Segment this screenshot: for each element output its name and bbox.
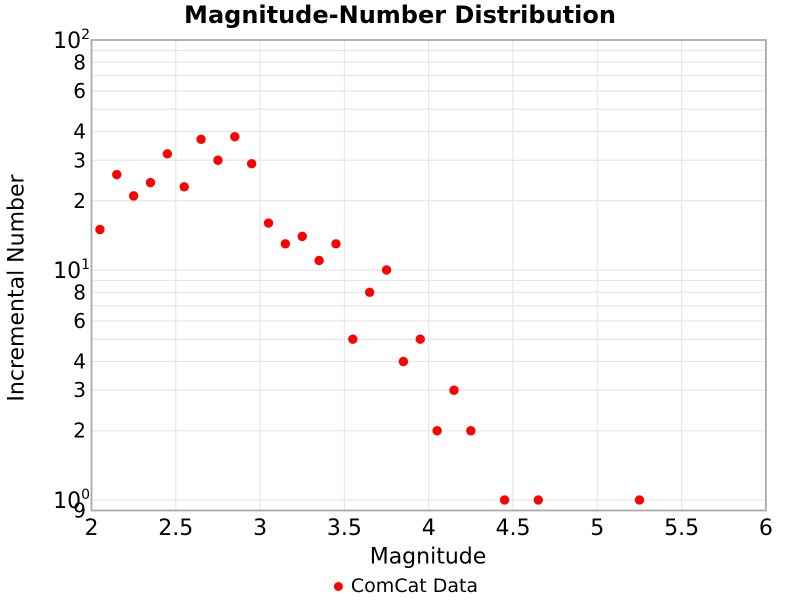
y-tick-label-major: 102 — [53, 27, 90, 54]
y-tick-label-minor: 2 — [73, 189, 86, 213]
data-point — [415, 334, 425, 344]
data-point — [331, 239, 341, 249]
x-tick-label: 4 — [422, 516, 436, 541]
y-tick-label-minor: 4 — [73, 350, 86, 374]
x-tick-label: 4.5 — [496, 516, 531, 541]
data-point — [533, 495, 543, 505]
data-point — [280, 239, 291, 249]
legend-item-label: ComCat Data — [350, 575, 479, 597]
data-point — [398, 356, 409, 367]
y-tick-label-major: 101 — [53, 257, 90, 284]
data-point — [348, 334, 358, 344]
chart-title: Magnitude-Number Distribution — [184, 1, 616, 29]
plot-frame — [90, 39, 767, 512]
x-tick-label: 6 — [759, 516, 773, 541]
data-point — [263, 218, 274, 228]
x-tick-label: 2 — [85, 516, 99, 541]
y-tick-label-minor: 2 — [73, 419, 86, 443]
x-tick-label: 2.5 — [158, 516, 193, 541]
legend-marker-icon — [333, 581, 343, 591]
data-point — [112, 169, 122, 180]
data-point — [381, 265, 392, 275]
data-point — [364, 287, 375, 297]
y-tick-label-minor: 4 — [73, 120, 86, 144]
data-point — [449, 385, 459, 395]
y-axis-title: Incremental Number — [4, 174, 30, 402]
data-point — [314, 255, 324, 266]
data-point — [634, 495, 645, 505]
data-point — [432, 426, 442, 436]
data-point — [196, 134, 206, 145]
data-point — [499, 495, 510, 505]
x-tick-label: 3.5 — [327, 516, 362, 541]
data-point — [246, 158, 257, 169]
y-tick-label-minor: 8 — [73, 280, 86, 304]
y-tick-label-minor: 3 — [73, 148, 86, 172]
x-tick-label: 3 — [253, 516, 267, 541]
y-tick-label-minor: 6 — [73, 309, 86, 333]
data-point — [95, 224, 105, 235]
y-tick-label-minor: 6 — [73, 79, 86, 103]
data-point — [230, 131, 240, 142]
legend: ComCat Data — [333, 575, 479, 597]
x-tick-label: 5.5 — [664, 516, 699, 541]
data-point — [297, 231, 307, 242]
y-tick-label-major: 100 — [53, 487, 90, 514]
x-tick-label: 5 — [590, 516, 604, 541]
y-tick-label-minor: 3 — [73, 378, 86, 402]
data-point — [145, 177, 156, 188]
y-tick-label-minor: 8 — [73, 50, 86, 74]
y-tick-label-minor: 9 — [73, 499, 86, 523]
x-axis-title: Magnitude — [369, 544, 487, 570]
data-point — [162, 149, 173, 159]
data-point — [213, 155, 223, 165]
data-point — [466, 426, 476, 436]
data-point — [179, 182, 189, 192]
data-point — [128, 191, 139, 201]
